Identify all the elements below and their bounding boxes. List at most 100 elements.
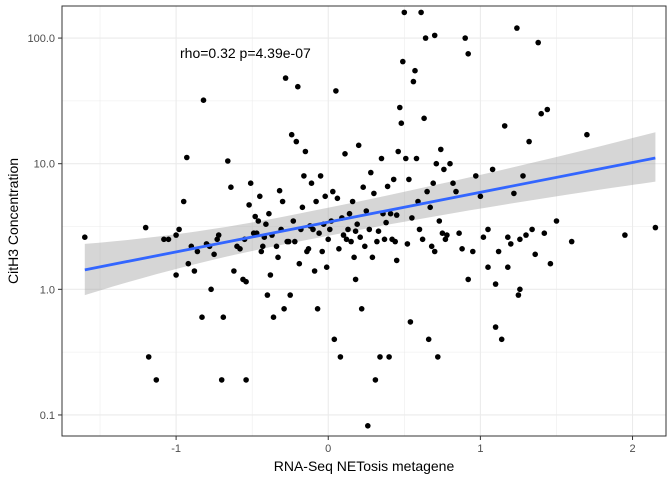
data-point <box>517 236 523 243</box>
data-point <box>505 234 511 240</box>
data-point <box>228 184 234 190</box>
data-point <box>316 230 322 236</box>
data-point <box>325 236 332 243</box>
data-point <box>465 276 472 283</box>
data-point <box>211 251 217 258</box>
data-point <box>529 226 535 233</box>
data-point <box>173 272 179 278</box>
x-axis-ticks: -1 0 1 2 <box>171 436 636 455</box>
x-tick-label: 0 <box>325 443 331 455</box>
data-point <box>431 32 438 39</box>
data-point <box>400 58 406 65</box>
data-point <box>447 160 453 167</box>
data-point <box>495 248 502 255</box>
data-point <box>327 226 333 233</box>
data-point <box>287 292 294 298</box>
data-point <box>365 423 371 429</box>
data-point <box>267 272 274 278</box>
data-point <box>360 184 367 190</box>
data-point <box>323 264 330 271</box>
data-point <box>366 226 373 233</box>
data-point <box>436 218 443 224</box>
data-point <box>371 190 377 197</box>
data-point <box>336 246 342 252</box>
data-point <box>342 151 348 157</box>
data-point <box>412 67 418 74</box>
data-point <box>421 115 427 122</box>
data-point <box>295 83 301 90</box>
data-point <box>477 193 484 200</box>
data-point <box>355 142 362 149</box>
data-point <box>378 155 385 162</box>
data-point <box>145 354 152 360</box>
data-point <box>331 336 338 343</box>
data-point <box>191 268 198 274</box>
data-point <box>439 230 446 236</box>
data-point <box>398 120 405 126</box>
data-point <box>337 354 344 360</box>
data-point <box>314 306 321 312</box>
data-point <box>308 180 315 186</box>
data-point <box>311 268 318 274</box>
data-point <box>220 314 227 321</box>
data-point <box>258 248 265 255</box>
data-point <box>372 377 379 383</box>
y-tick-label: 0.1 <box>40 410 55 422</box>
data-point <box>425 336 432 343</box>
data-point <box>185 260 192 267</box>
data-point <box>340 232 347 238</box>
data-point <box>153 377 160 383</box>
data-point <box>214 236 220 243</box>
data-point <box>358 306 365 312</box>
data-point <box>431 248 438 255</box>
data-point <box>317 173 324 179</box>
data-point <box>225 158 231 164</box>
data-point <box>470 248 476 255</box>
data-point <box>176 226 182 233</box>
data-point <box>485 264 491 271</box>
data-point <box>200 97 207 103</box>
data-point <box>438 146 444 153</box>
data-point <box>535 39 541 46</box>
data-point <box>288 131 295 138</box>
data-point <box>652 224 659 231</box>
data-point <box>243 377 249 383</box>
data-point <box>544 106 551 113</box>
data-point <box>442 236 449 243</box>
data-point <box>180 198 187 205</box>
data-point <box>260 243 266 250</box>
x-tick-label: -1 <box>171 443 181 455</box>
data-point <box>184 154 190 161</box>
y-axis-title: CitH3 Concentration <box>5 158 21 284</box>
data-point <box>410 78 417 85</box>
data-point <box>433 160 440 167</box>
data-point <box>161 236 167 243</box>
data-point <box>319 248 326 255</box>
data-point <box>383 219 389 226</box>
data-point <box>441 166 447 173</box>
data-point <box>333 88 339 94</box>
data-point <box>407 319 414 325</box>
data-point <box>453 188 459 195</box>
data-point <box>343 236 350 243</box>
data-point <box>541 230 548 236</box>
data-point <box>264 292 271 298</box>
data-point <box>435 354 441 360</box>
minor-gridlines <box>62 6 666 436</box>
data-point <box>511 190 517 197</box>
data-point <box>485 226 491 233</box>
data-point <box>473 173 479 179</box>
y-tick-label: 10.0 <box>34 159 55 171</box>
data-point <box>538 110 544 117</box>
data-point <box>465 51 472 57</box>
data-point <box>305 246 312 252</box>
data-point <box>270 314 277 321</box>
data-point <box>515 292 522 298</box>
data-point <box>462 35 469 41</box>
data-point <box>520 173 526 179</box>
data-point <box>393 257 400 264</box>
data-point <box>517 286 523 293</box>
data-point <box>374 238 380 245</box>
data-point <box>243 278 249 285</box>
